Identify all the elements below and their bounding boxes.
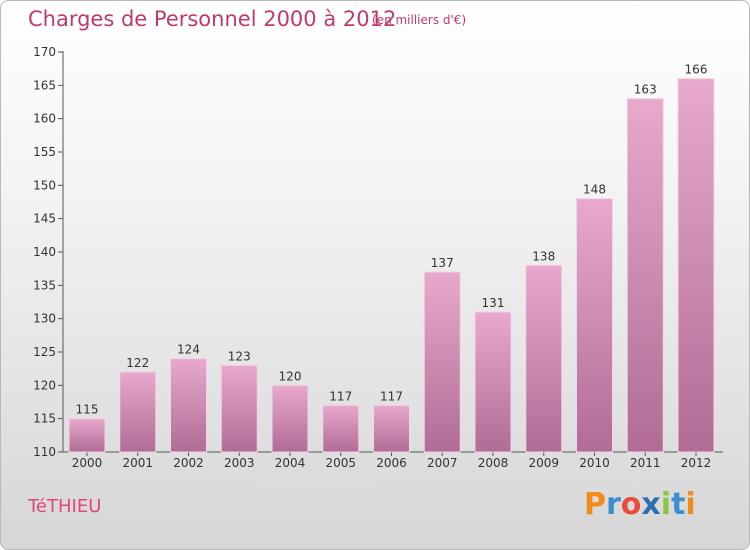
bar [474,311,512,453]
x-tick-label: 2008 [478,456,509,470]
x-tick-label: 2005 [325,456,356,470]
proxiti-logo: Proxiti [584,487,696,522]
y-tick-label: 150 [33,178,56,192]
bar [68,418,106,453]
data-label: 124 [177,343,200,357]
y-tick-label: 120 [33,378,56,392]
bar [119,371,157,453]
chart-subtitle: (en milliers d'€) [372,13,467,27]
x-tick-label: 2009 [528,456,559,470]
bar [626,98,664,453]
x-tick-label: 2012 [681,456,712,470]
y-tick-label: 115 [33,412,56,426]
x-tick-label: 2000 [72,456,103,470]
bar [525,264,563,453]
bar [423,271,461,453]
x-tick-label: 2007 [427,456,458,470]
data-label: 117 [380,389,403,403]
data-label: 120 [279,369,302,383]
x-tick-label: 2003 [224,456,255,470]
y-tick-label: 170 [33,45,56,59]
x-tick-label: 2010 [579,456,610,470]
y-tick-label: 125 [33,345,56,359]
bar [677,78,715,453]
y-tick-label: 110 [33,445,56,459]
y-tick-label: 145 [33,212,56,226]
bar [322,404,360,453]
y-tick-label: 165 [33,78,56,92]
data-label: 163 [634,83,657,97]
y-tick-label: 155 [33,145,56,159]
x-tick-label: 2011 [630,456,661,470]
x-tick-label: 2004 [275,456,306,470]
y-tick-label: 140 [33,245,56,259]
y-tick-label: 130 [33,312,56,326]
bar [373,404,410,453]
commune-name: TéTHIEU [28,496,102,517]
bar [576,198,613,453]
data-label: 148 [583,183,606,197]
x-tick-label: 2006 [376,456,407,470]
data-label: 117 [329,389,352,403]
data-label: 138 [532,249,555,263]
data-label: 137 [431,256,454,270]
bar [170,358,207,453]
data-label: 115 [76,403,99,417]
data-label: 122 [126,356,149,370]
y-tick-label: 135 [33,278,56,292]
data-label: 131 [482,296,505,310]
bar [271,384,309,453]
x-tick-label: 2001 [122,456,153,470]
data-label: 166 [685,63,708,77]
x-tick-label: 2002 [173,456,204,470]
chart-title: Charges de Personnel 2000 à 2012 [28,7,397,31]
data-label: 123 [228,349,251,363]
y-tick-label: 160 [33,112,56,126]
bar [220,364,258,453]
